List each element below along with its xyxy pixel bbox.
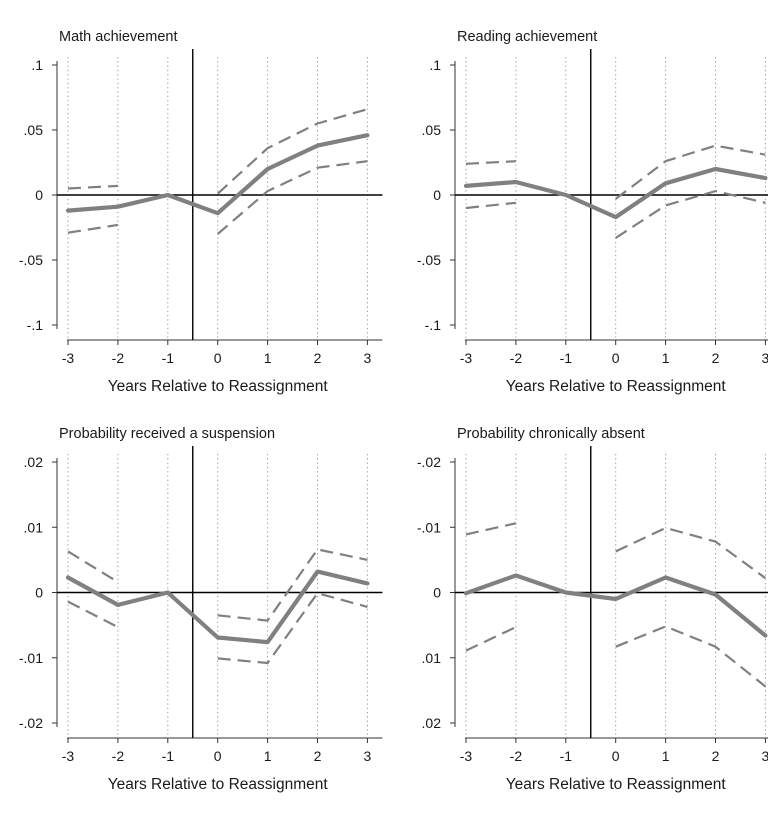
confidence-band-line xyxy=(216,108,368,195)
x-tick-label: -1 xyxy=(162,350,175,366)
x-axis-label: Years Relative to Reassignment xyxy=(108,776,329,793)
chart-title: Probability chronically absent xyxy=(457,426,645,442)
chart-panel-4: Probability chronically absent .02 .01 0 -.0… xyxy=(417,426,768,793)
y-tick-label: .05 xyxy=(24,122,44,138)
y-tick-label: .01 xyxy=(422,650,442,666)
x-tick-label: 0 xyxy=(214,350,222,366)
confidence-band-line xyxy=(67,223,119,234)
x-tick-label: 2 xyxy=(712,748,720,764)
y-tick-label: -.02 xyxy=(417,454,441,470)
y-tick-label: -.01 xyxy=(417,519,441,535)
confidence-band-line xyxy=(465,160,516,165)
y-tick-label: .02 xyxy=(24,454,44,470)
confidence-band-line xyxy=(216,160,368,235)
y-tick-label: 0 xyxy=(433,187,441,203)
y-tick-label: -.05 xyxy=(417,252,441,268)
confidence-band-line xyxy=(217,548,368,622)
x-tick-label: 1 xyxy=(264,350,272,366)
x-tick-label: -2 xyxy=(510,748,523,764)
x-tick-label: -3 xyxy=(460,350,473,366)
x-tick-label: 0 xyxy=(612,748,620,764)
confidence-band-line xyxy=(465,201,517,210)
y-tick-label: 0 xyxy=(35,187,43,203)
confidence-band-line xyxy=(615,526,767,579)
confidence-band-line xyxy=(615,190,766,239)
y-tick-label: .01 xyxy=(24,519,44,535)
x-tick-label: -3 xyxy=(62,748,75,764)
y-tick-label: -.1 xyxy=(27,317,44,333)
x-tick-label: 0 xyxy=(612,350,620,366)
confidence-band-line xyxy=(67,550,119,584)
confidence-band-line xyxy=(67,184,118,190)
y-tick-label: 0 xyxy=(433,585,441,601)
y-tick-label: .1 xyxy=(31,57,43,73)
chart-title: Probability received a suspension xyxy=(59,426,275,442)
confidence-band-line xyxy=(67,600,119,629)
y-tick-label: 0 xyxy=(35,585,43,601)
estimate-line xyxy=(463,573,768,638)
x-tick-label: 1 xyxy=(264,748,272,764)
x-tick-label: 3 xyxy=(762,748,768,764)
estimate-line xyxy=(463,166,768,220)
chart-panel-1: Math achievement -.1 -.05 0 .05 .1 -3 -2 -1 0 1 2 3 Y… xyxy=(19,29,383,395)
x-tick-label: -2 xyxy=(510,350,523,366)
confidence-band-line xyxy=(465,626,517,652)
x-tick-label: 1 xyxy=(662,748,670,764)
y-tick-label: .1 xyxy=(429,57,441,73)
x-tick-label: 1 xyxy=(662,350,670,366)
y-tick-label: .02 xyxy=(422,715,442,731)
confidence-band-line xyxy=(465,522,517,536)
chart-title: Reading achievement xyxy=(457,29,597,45)
x-tick-label: 3 xyxy=(364,350,372,366)
chart-title: Math achievement xyxy=(59,29,177,45)
x-tick-label: -2 xyxy=(112,748,125,764)
x-tick-label: -1 xyxy=(560,350,573,366)
chart-panel-2: Reading achievement -.1 -.05 0 .05 .1 -3 -2 -1 0 1… xyxy=(417,29,768,395)
x-tick-label: 2 xyxy=(314,748,322,764)
x-tick-label: 2 xyxy=(314,350,322,366)
chart-panel-3: Probability received a suspension -.02 -.0… xyxy=(19,426,383,793)
confidence-band-line xyxy=(615,625,767,688)
y-tick-label: -.1 xyxy=(425,317,442,333)
confidence-band-line xyxy=(217,592,368,665)
x-tick-label: -3 xyxy=(62,350,75,366)
estimate-line xyxy=(65,133,370,216)
x-axis-label: Years Relative to Reassignment xyxy=(506,776,727,793)
y-tick-label: -.05 xyxy=(19,252,43,268)
x-tick-label: -1 xyxy=(162,748,175,764)
estimate-line xyxy=(65,569,370,645)
x-axis-label: Years Relative to Reassignment xyxy=(108,378,329,395)
x-tick-label: -3 xyxy=(460,748,473,764)
x-tick-label: 3 xyxy=(762,350,768,366)
x-axis-label: Years Relative to Reassignment xyxy=(506,378,727,395)
x-tick-label: 0 xyxy=(214,748,222,764)
y-tick-label: .05 xyxy=(422,122,442,138)
x-tick-label: -1 xyxy=(560,748,573,764)
y-tick-label: -.01 xyxy=(19,650,43,666)
confidence-band-line xyxy=(615,144,766,200)
y-tick-label: -.02 xyxy=(19,715,43,731)
x-tick-label: -2 xyxy=(112,350,125,366)
x-tick-label: 3 xyxy=(364,748,372,764)
x-tick-label: 2 xyxy=(712,350,720,366)
